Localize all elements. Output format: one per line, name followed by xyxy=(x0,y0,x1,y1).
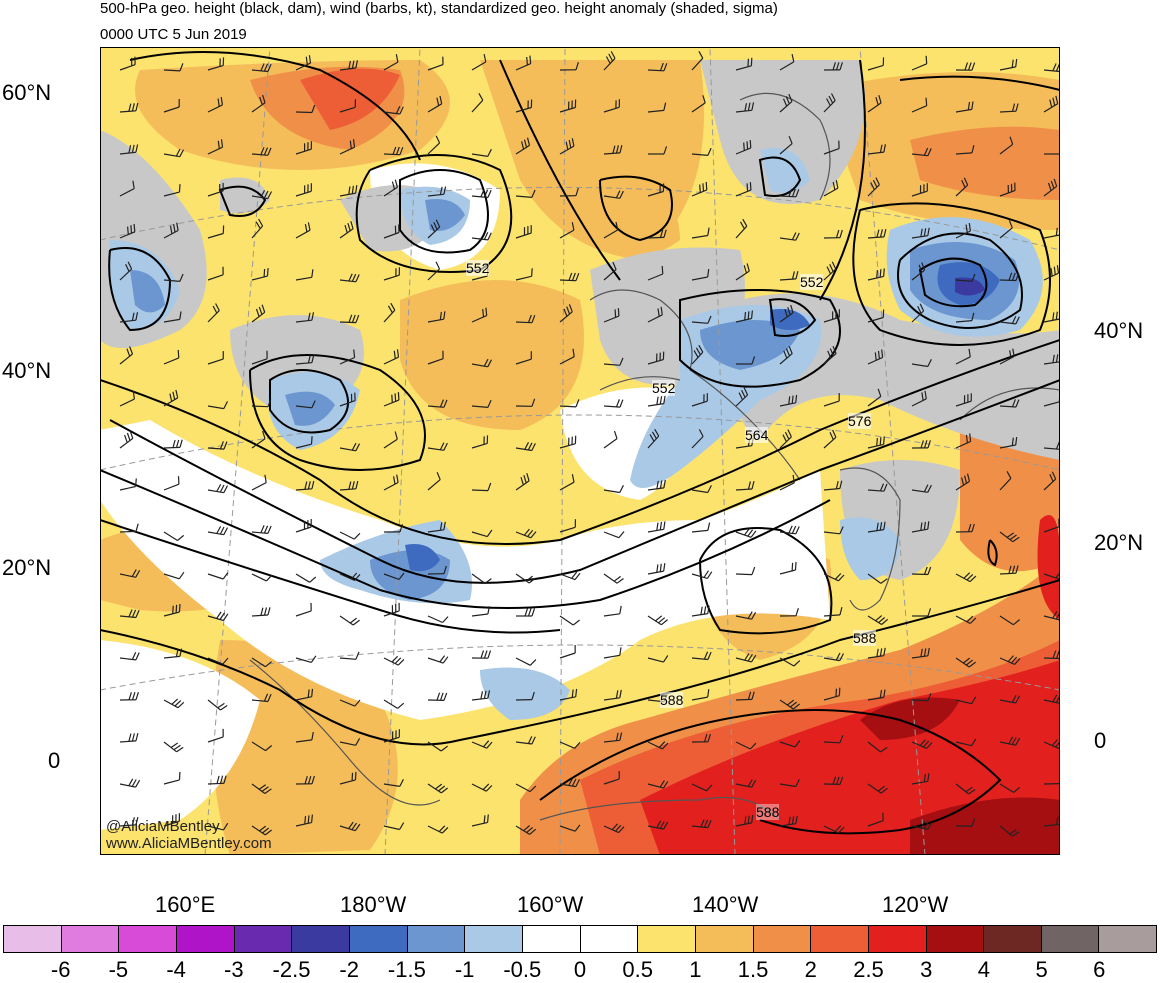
credit-handle: @AliciaMBentley xyxy=(106,818,220,835)
colorbar-swatch xyxy=(408,926,466,952)
wind-barb-flag xyxy=(1060,816,1062,824)
wind-barb-flag xyxy=(1060,442,1063,449)
lon-label: 120°W xyxy=(882,892,948,918)
lon-label: 160°E xyxy=(155,892,215,918)
colorbar-swatch xyxy=(292,926,350,952)
wind-barb-flag xyxy=(1060,696,1064,703)
lat-label: 60°N xyxy=(2,80,51,106)
colorbar-tick-label: 2.5 xyxy=(853,957,884,983)
colorbar-swatch xyxy=(696,926,754,952)
colorbar-tick-label: 4 xyxy=(978,957,990,983)
colorbar-swatch xyxy=(638,926,696,952)
colorbar-tick-label: 5 xyxy=(1035,957,1047,983)
colorbar-tick-label: -4 xyxy=(166,957,186,983)
colorbar-swatch xyxy=(1042,926,1100,952)
colorbar-tick-label: -1.5 xyxy=(388,957,426,983)
lon-label: 180°W xyxy=(340,892,406,918)
wind-barb-flag xyxy=(1060,776,1062,784)
wind-barb-flag xyxy=(1060,354,1061,362)
colorbar-tick-label: -6 xyxy=(51,957,71,983)
wind-barb-flag xyxy=(1060,651,1063,659)
colorbar-tick-label: 1.5 xyxy=(738,957,769,983)
map-frame xyxy=(100,47,1060,855)
colorbar-tick-label: 1 xyxy=(689,957,701,983)
colorbar-swatch xyxy=(869,926,927,952)
colorbar-swatch xyxy=(984,926,1042,952)
wind-barb-flag xyxy=(1060,146,1063,154)
colorbar xyxy=(3,925,1157,953)
colorbar-swatch xyxy=(177,926,235,952)
lat-label: 0 xyxy=(48,748,60,774)
colorbar-tick-label: -0.5 xyxy=(503,957,541,983)
colorbar-swatch xyxy=(235,926,293,952)
colorbar-swatch xyxy=(927,926,985,952)
lon-label: 140°W xyxy=(692,892,758,918)
colorbar-swatch xyxy=(811,926,869,952)
wind-barb-flag xyxy=(1060,613,1064,620)
colorbar-tick-label: -5 xyxy=(109,957,129,983)
colorbar-tick-label: 3 xyxy=(920,957,932,983)
lat-label: 40°N xyxy=(1094,318,1143,344)
colorbar-tick-label: 2 xyxy=(805,957,817,983)
lon-label: 160°W xyxy=(517,892,583,918)
wind-barb-flag xyxy=(1060,64,1063,71)
colorbar-tick-label: -2 xyxy=(339,957,359,983)
credit-url: www.AliciaMBentley.com xyxy=(106,835,272,852)
colorbar-swatch xyxy=(465,926,523,952)
lat-label: 20°N xyxy=(2,555,51,581)
colorbar-tick-label: 6 xyxy=(1093,957,1105,983)
lat-label: 0 xyxy=(1094,728,1106,754)
colorbar-swatch xyxy=(523,926,581,952)
colorbar-tick-label: 0 xyxy=(574,957,586,983)
colorbar-swatch xyxy=(350,926,408,952)
colorbar-swatch xyxy=(1099,926,1156,952)
colorbar-swatch xyxy=(62,926,120,952)
colorbar-swatch xyxy=(119,926,177,952)
colorbar-tick-label: 0.5 xyxy=(622,957,653,983)
lat-label: 20°N xyxy=(1094,530,1143,556)
colorbar-swatch xyxy=(4,926,62,952)
lat-label: 40°N xyxy=(2,358,51,384)
colorbar-swatch xyxy=(581,926,639,952)
colorbar-tick-label: -2.5 xyxy=(273,957,311,983)
colorbar-swatch xyxy=(754,926,812,952)
colorbar-tick-label: -3 xyxy=(224,957,244,983)
colorbar-tick-label: -1 xyxy=(455,957,475,983)
